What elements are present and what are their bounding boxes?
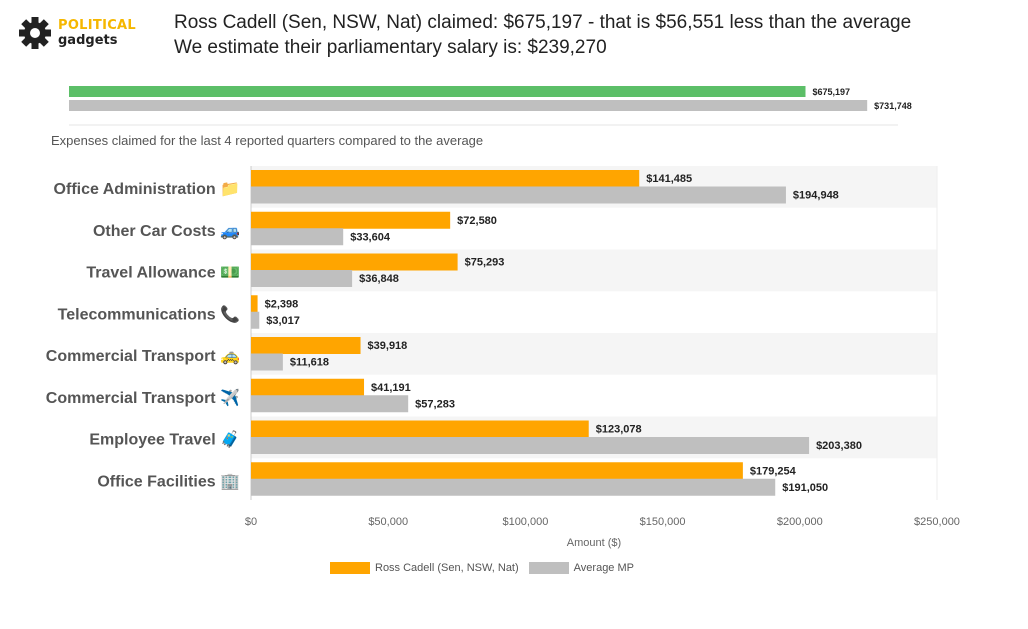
bar-member	[251, 253, 458, 271]
gear-icon	[19, 17, 51, 49]
brand-line-2: gadgets	[58, 33, 118, 48]
legend-label-member: Ross Cadell (Sen, NSW, Nat)	[375, 562, 519, 574]
bar-member	[251, 295, 258, 313]
bar-member	[251, 337, 361, 354]
legend-label-average: Average MP	[573, 562, 634, 574]
headline-claim: Ross Cadell (Sen, NSW, Nat) claimed: $67…	[174, 12, 912, 33]
legend-swatch-member	[330, 562, 370, 574]
data-label-member: $41,191	[371, 382, 411, 394]
x-axis-title: Amount ($)	[567, 537, 621, 549]
legend-item-member[interactable]: Ross Cadell (Sen, NSW, Nat)	[330, 562, 519, 574]
category-label: Employee Travel 🧳	[89, 430, 240, 449]
data-label-average: $33,604	[350, 231, 391, 243]
brand-line-1: POLITICAL	[58, 18, 136, 33]
bar-member	[251, 420, 589, 438]
bar-member	[251, 378, 365, 396]
bar-average	[251, 395, 409, 413]
legend-item-average[interactable]: Average MP	[528, 562, 634, 574]
bar-average	[251, 186, 786, 204]
data-label-average: $191,050	[782, 482, 828, 494]
total-bar-average	[69, 100, 868, 111]
bar-average	[251, 228, 344, 246]
data-label-member: $39,918	[368, 340, 408, 352]
data-label-average: $11,618	[290, 357, 329, 369]
bar-member	[251, 170, 640, 187]
data-label-member: $72,580	[457, 215, 497, 227]
x-tick-label: $0	[245, 516, 257, 528]
legend-swatch-average	[528, 562, 569, 574]
category-label: Telecommunications 📞	[58, 303, 240, 323]
total-label-member: $675,197	[812, 87, 850, 97]
data-label-member: $123,078	[596, 424, 642, 436]
data-label-member: $179,254	[750, 465, 797, 477]
political-gadgets-logo[interactable]: POLITICAL gadgets	[18, 14, 148, 54]
data-label-average: $57,283	[415, 398, 455, 410]
chart-subtitle: Expenses claimed for the last 4 reported…	[51, 133, 484, 148]
category-label: Commercial Transport 🚕	[46, 348, 240, 365]
bar-member	[251, 211, 451, 229]
category-label: Office Administration 📁	[54, 181, 240, 198]
category-label: Commercial Transport ✈️	[46, 388, 240, 407]
data-label-average: $194,948	[793, 190, 839, 202]
x-tick-label: $50,000	[368, 516, 408, 528]
chart-legend: Ross Cadell (Sen, NSW, Nat) Average MP	[330, 562, 644, 574]
bar-average	[251, 437, 810, 454]
x-tick-label: $250,000	[914, 516, 960, 528]
total-bar-member	[69, 86, 806, 97]
bar-average	[251, 353, 283, 371]
data-label-member: $2,398	[265, 298, 299, 310]
x-tick-label: $200,000	[777, 516, 823, 528]
category-label: Travel Allowance 💵	[86, 265, 240, 282]
category-label: Other Car Costs 🚙	[93, 223, 240, 240]
headline-salary: We estimate their parliamentary salary i…	[174, 37, 607, 58]
data-label-average: $36,848	[359, 273, 399, 285]
total-label-average: $731,748	[874, 101, 912, 111]
page-title: Ross Cadell (Sen, NSW, Nat) claimed: $67…	[174, 10, 911, 60]
data-label-average: $203,380	[816, 440, 862, 452]
x-tick-label: $100,000	[502, 516, 548, 528]
x-tick-label: $150,000	[640, 516, 686, 528]
bar-average	[251, 478, 776, 496]
bar-average	[251, 311, 260, 329]
data-label-average: $3,017	[266, 315, 300, 327]
row-stripe	[251, 333, 937, 375]
bar-member	[251, 462, 743, 480]
data-label-member: $75,293	[465, 257, 505, 269]
bar-average	[251, 270, 353, 287]
data-label-member: $141,485	[646, 173, 692, 185]
category-label: Office Facilities 🏢	[97, 473, 240, 490]
